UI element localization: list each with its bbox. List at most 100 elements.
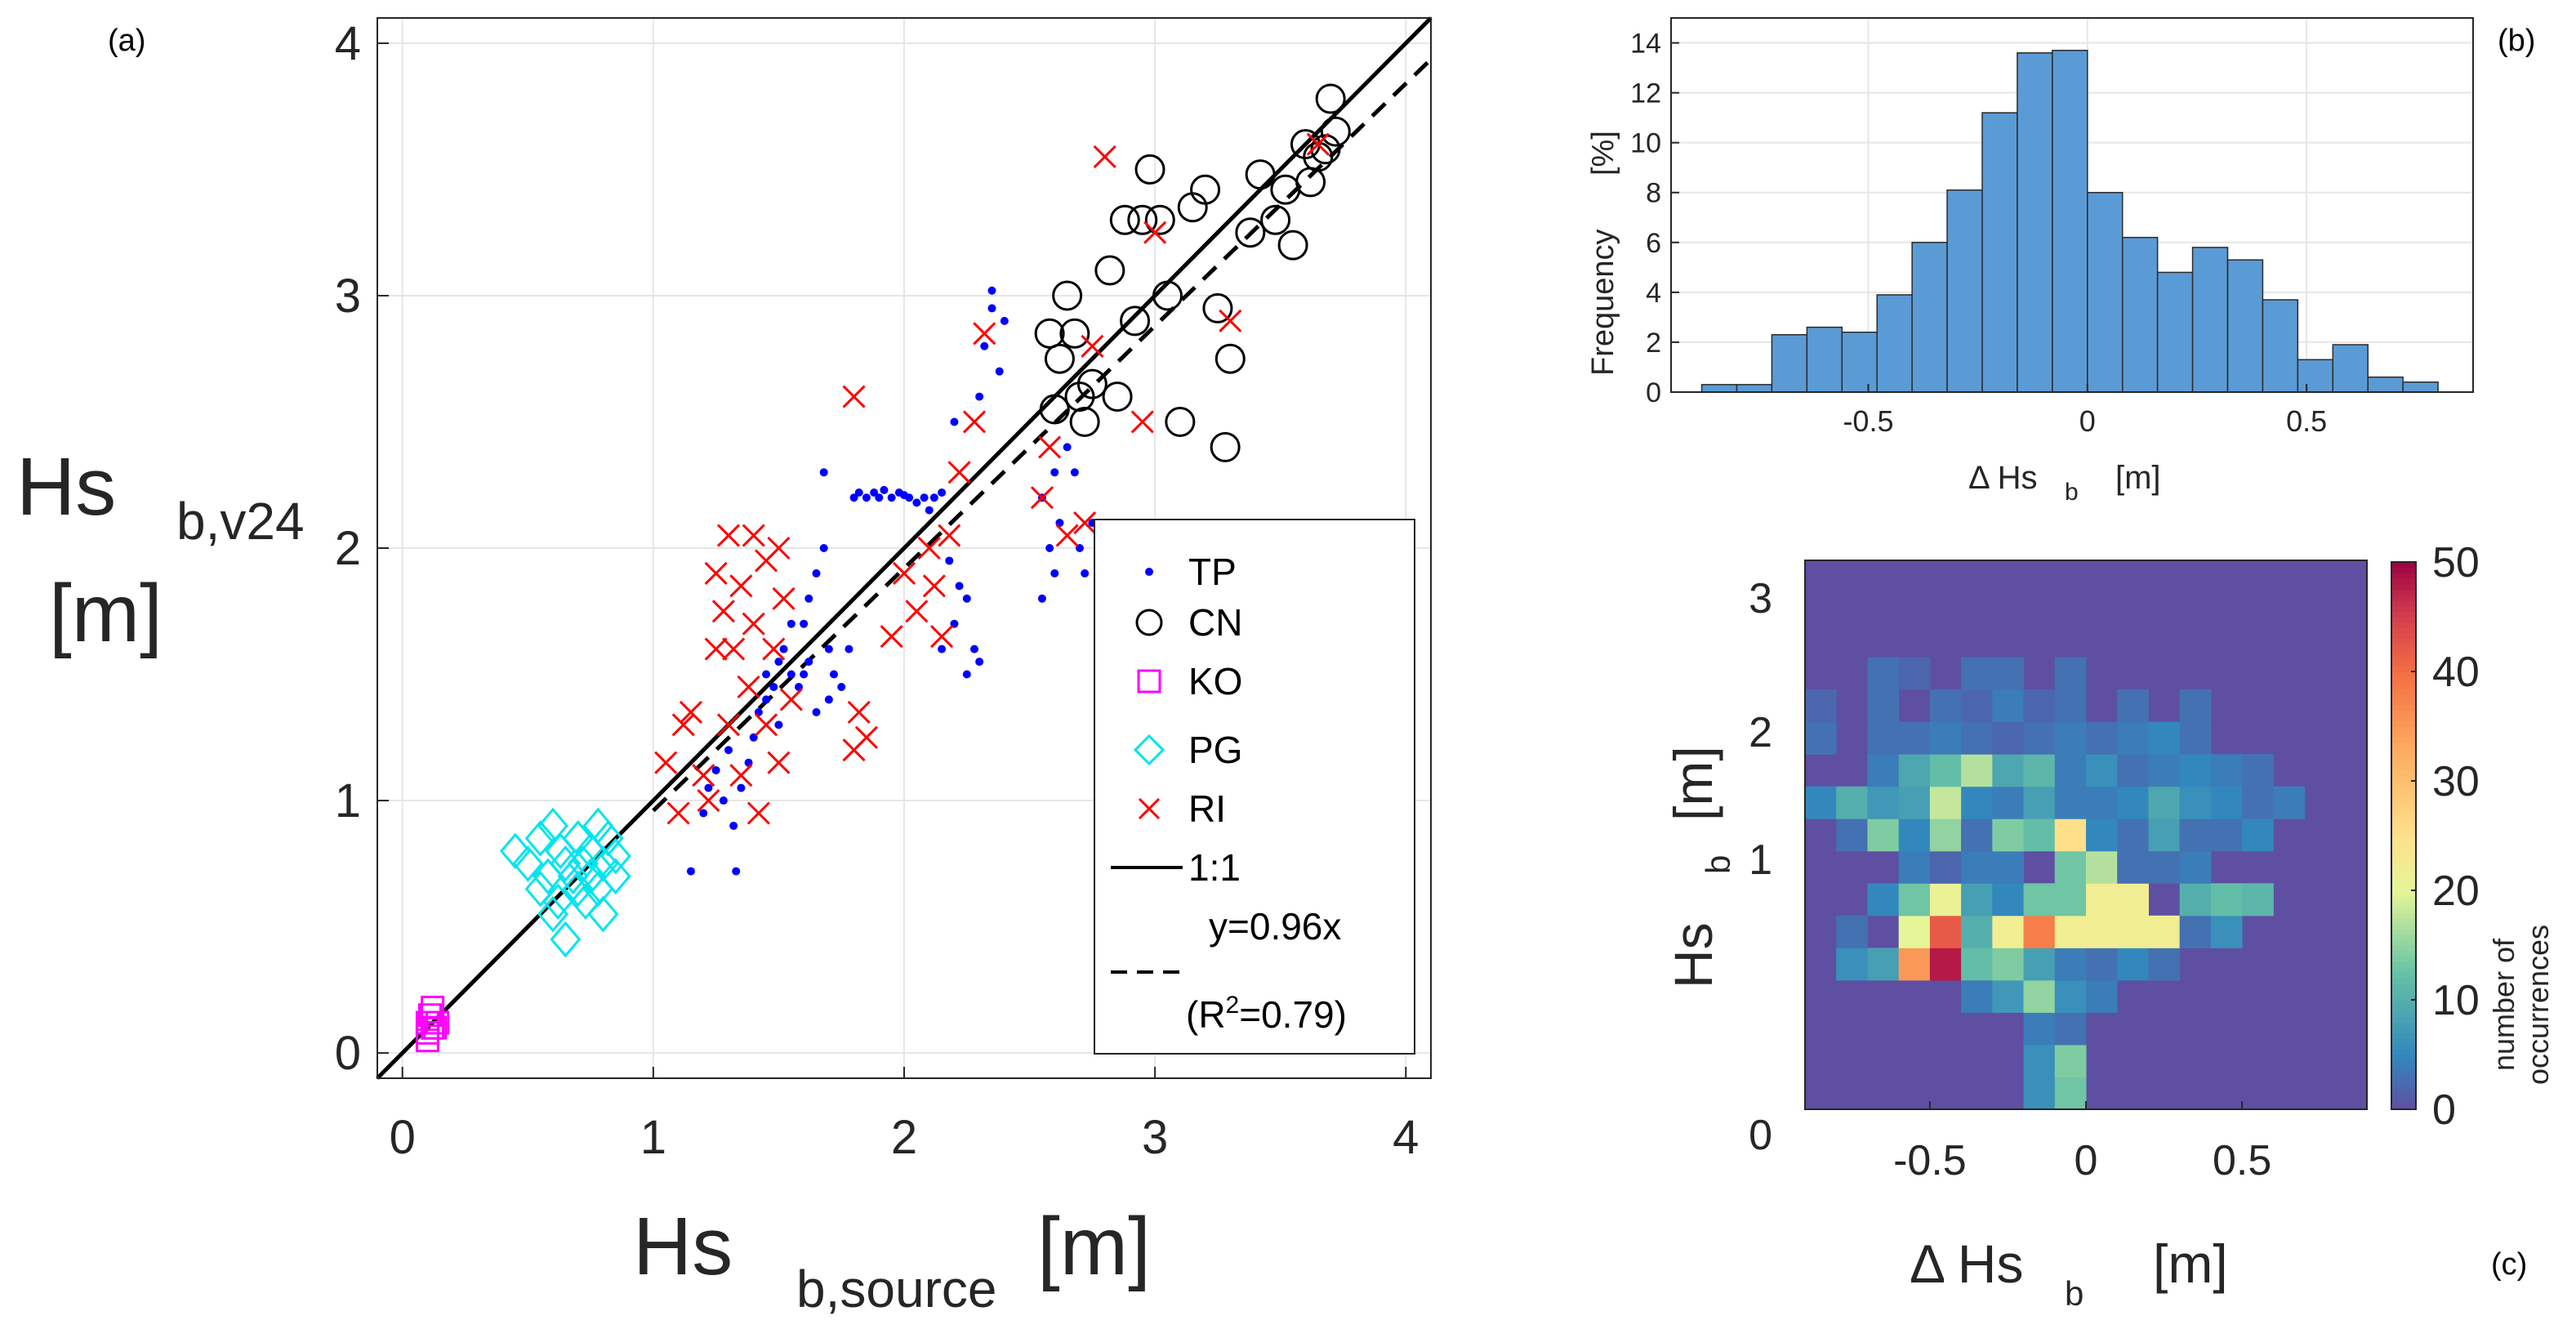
- panel-a-ylabel-main: Hs: [16, 441, 116, 533]
- colorbar-segment: [2391, 764, 2416, 771]
- heatmap-cell: [1929, 754, 1962, 787]
- point-ri: [1219, 309, 1242, 332]
- point-ri: [755, 713, 778, 737]
- point-tp: [870, 488, 879, 497]
- colorbar-segment: [2391, 573, 2416, 579]
- heatmap-cell: [1992, 818, 2025, 852]
- heatmap-cell: [1805, 689, 1837, 723]
- point-pg: [537, 895, 568, 933]
- colorbar-segment: [2391, 781, 2416, 787]
- heatmap-cell: [2242, 786, 2274, 819]
- colorbar-segment: [2391, 1021, 2416, 1028]
- heatmap-cell: [2148, 948, 2181, 981]
- panel-b-ytick-label: 12: [1630, 78, 1661, 109]
- point-tp: [905, 493, 914, 502]
- colorbar-segment: [2391, 605, 2416, 612]
- heatmap-cell: [2117, 915, 2149, 948]
- panel-c-xlabel: Δ Hs b [m]: [1910, 1233, 2228, 1313]
- heatmap-cell: [2148, 786, 2181, 819]
- colorbar-segment: [2391, 863, 2416, 869]
- colorbar-segment: [2391, 1071, 2416, 1077]
- colorbar-segment: [2391, 600, 2416, 607]
- point-tp: [774, 720, 783, 729]
- heatmap-cell: [2023, 818, 2056, 852]
- histogram-bar: [2017, 51, 2053, 393]
- point-ri: [762, 637, 786, 661]
- point-tp: [711, 765, 720, 774]
- point-cn: [1315, 83, 1346, 114]
- panel-b-ytick-label: 10: [1630, 128, 1661, 159]
- histogram-bar: [2226, 259, 2264, 393]
- heatmap-cell: [1961, 754, 1993, 787]
- point-pg: [550, 921, 582, 958]
- point-ri: [716, 524, 741, 547]
- histogram-bar: [2052, 49, 2088, 393]
- colorbar-segment: [2391, 622, 2416, 628]
- heatmap-cell: [2242, 883, 2274, 917]
- colorbar-segment: [2391, 1049, 2416, 1055]
- point-ri: [892, 561, 916, 585]
- point-cn: [1235, 217, 1266, 248]
- point-tp: [845, 644, 853, 653]
- colorbar-label-line2: occurrences: [2521, 925, 2555, 1085]
- heatmap-cell: [1929, 915, 1962, 948]
- heatmap-cell: [2117, 689, 2149, 723]
- point-ri: [842, 385, 866, 408]
- colorbar-segment: [2391, 753, 2416, 760]
- colorbar-segment: [2391, 654, 2416, 662]
- colorbar-segment: [2391, 1082, 2416, 1088]
- colorbar-segment: [2391, 693, 2416, 700]
- colorbar-segment: [2391, 934, 2416, 940]
- colorbar-segment: [2391, 1016, 2416, 1023]
- panel-b-xtick-label: 0.5: [2286, 404, 2327, 438]
- point-tp: [880, 485, 889, 494]
- colorbar-segment: [2391, 747, 2416, 755]
- point-cn: [1109, 204, 1140, 235]
- panel-a-ytick-label: 0: [335, 1027, 361, 1080]
- histogram-bar: [2191, 247, 2229, 393]
- point-tp: [830, 670, 838, 679]
- point-tp: [1045, 544, 1054, 552]
- colorbar-segment: [2391, 627, 2416, 634]
- point-cn: [1295, 167, 1326, 198]
- panel-a-ytick-label: 4: [335, 17, 361, 70]
- legend-label-ko: KO: [1188, 660, 1242, 702]
- point-pg: [569, 883, 601, 920]
- heatmap-cell: [2086, 979, 2118, 1013]
- heatmap-cell: [2086, 721, 2118, 755]
- legend-marker-ko: [1137, 669, 1161, 694]
- histogram-bar: [1911, 242, 1948, 393]
- heatmap-cell: [2086, 818, 2118, 852]
- fit-line: [652, 57, 1433, 813]
- point-tp: [980, 341, 989, 350]
- heatmap-cell: [2148, 721, 2181, 755]
- point-tp: [1037, 594, 1046, 603]
- colorbar-segment: [2391, 1027, 2416, 1033]
- legend-label-tp: TP: [1188, 551, 1237, 593]
- panel-b-ytick-label: 0: [1646, 377, 1661, 408]
- histogram-bar: [1700, 384, 1738, 393]
- heatmap-cell: [1836, 948, 1868, 981]
- colorbar-segment: [2391, 660, 2416, 667]
- heatmap-cell: [1992, 721, 2025, 755]
- heatmap-cell: [1836, 786, 1868, 819]
- colorbar-segment: [2391, 1032, 2416, 1039]
- point-tp: [987, 304, 996, 313]
- heatmap-cell: [1961, 948, 1993, 981]
- panel-a-ytick-label: 2: [335, 522, 361, 575]
- panel-a-ytick-label: 1: [335, 774, 361, 827]
- point-ri: [922, 574, 946, 598]
- heatmap-cell: [2117, 818, 2149, 852]
- heatmap-cell: [2179, 850, 2212, 884]
- panel-a-ylabel-sub: b,v24: [176, 492, 305, 551]
- heatmap-cell: [1992, 657, 2025, 690]
- heatmap-cell: [2023, 1012, 2056, 1046]
- heatmap-cell: [1867, 786, 1900, 819]
- heatmap-cell: [1929, 786, 1962, 819]
- colorbar-segment: [2391, 945, 2416, 952]
- point-ri: [1093, 145, 1116, 169]
- heatmap-cell: [2210, 818, 2243, 852]
- point-pg: [599, 837, 631, 875]
- point-tp: [975, 392, 984, 401]
